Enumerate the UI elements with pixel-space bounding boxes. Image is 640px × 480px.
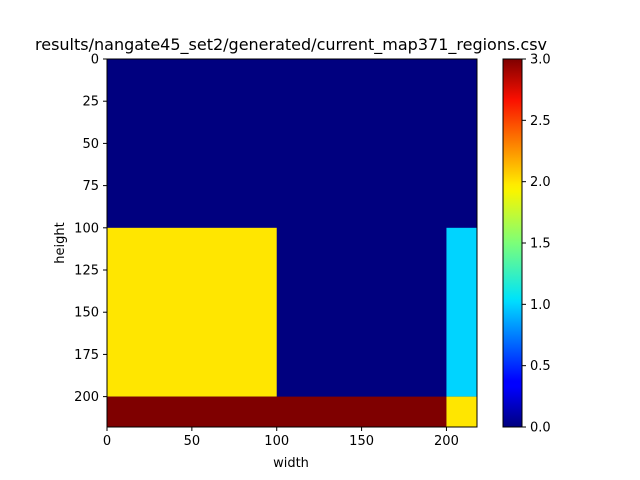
y-tick-label: 0	[91, 53, 99, 68]
colorbar-tick-label: 3.0	[530, 53, 551, 68]
colorbar-tick-label: 2.0	[530, 175, 551, 190]
y-tick-label: 75	[82, 179, 99, 194]
colorbar-tick-label: 2.5	[530, 114, 551, 129]
x-tick-label: 200	[434, 434, 459, 449]
x-axis: 0 50 100 150 200	[103, 427, 459, 449]
chart-title: results/nangate45_set2/generated/current…	[35, 35, 547, 55]
colorbar-tick-label: 1.5	[530, 237, 551, 252]
colorbar-tick-label: 0.5	[530, 359, 551, 374]
plot-frame	[106, 58, 478, 428]
y-tick-label: 25	[82, 95, 99, 110]
region-yellow-left	[107, 227, 277, 397]
region-cyan-right	[446, 227, 477, 397]
colorbar-tick-label: 1.0	[530, 298, 551, 313]
plot-area	[106, 58, 478, 428]
region-yellow-corner	[446, 396, 477, 427]
x-tick-label: 50	[184, 434, 201, 449]
y-tick-label: 150	[74, 306, 99, 321]
region-red-bottom	[107, 396, 447, 427]
y-tick-label: 50	[82, 137, 99, 152]
y-tick-label: 200	[74, 390, 99, 405]
x-tick-label: 150	[349, 434, 374, 449]
x-axis-label: width	[273, 456, 309, 471]
x-tick-label: 100	[264, 434, 289, 449]
colorbar-gradient	[503, 59, 522, 427]
y-tick-label: 175	[74, 348, 99, 363]
colorbar: 0.0 0.5 1.0 1.5 2.0 2.5 3.0	[502, 53, 551, 436]
y-tick-label: 100	[74, 221, 99, 236]
y-tick-label: 125	[74, 264, 99, 279]
colorbar-tick-label: 0.0	[530, 421, 551, 436]
x-tick-label: 0	[103, 434, 111, 449]
y-axis: 0 25 50 75 100 125 150 175 200	[74, 53, 107, 405]
y-axis-label: height	[53, 222, 68, 263]
